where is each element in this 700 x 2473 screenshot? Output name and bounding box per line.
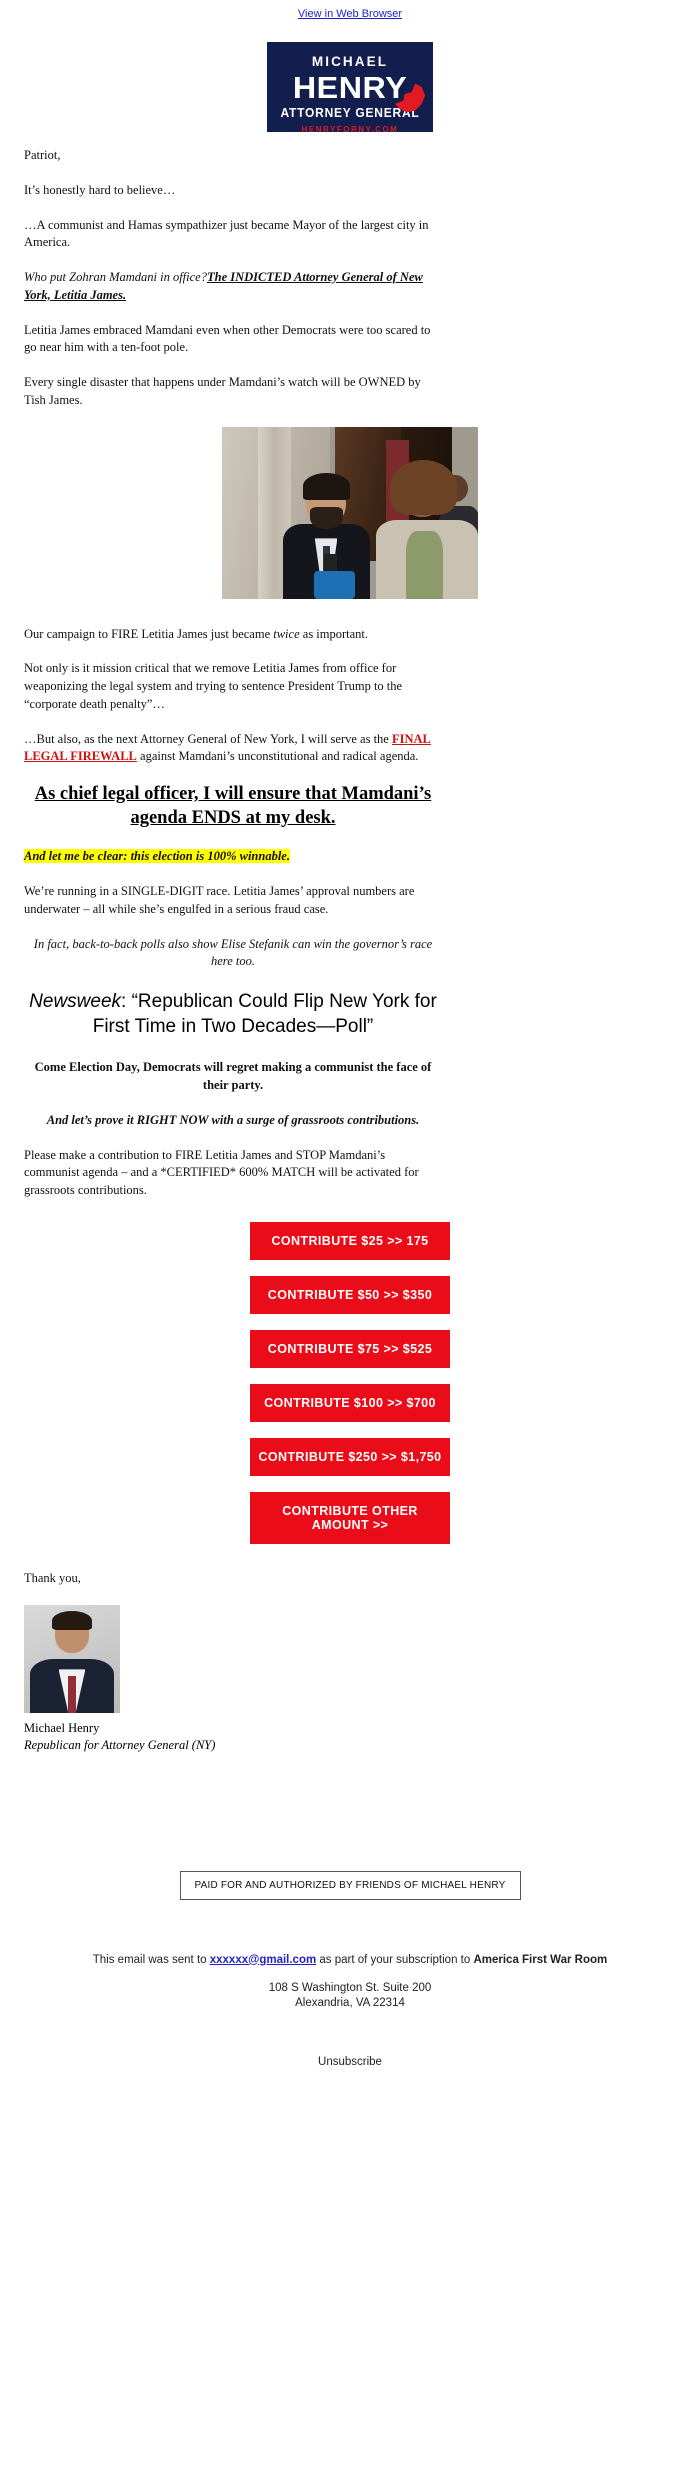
disclaimer-container: PAID FOR AND AUTHORIZED BY FRIENDS OF MI…	[0, 1870, 700, 1900]
paragraph-7: Not only is it mission critical that we …	[24, 661, 403, 711]
paragraph-1: It’s honestly hard to believe…	[24, 182, 176, 197]
contribute-button-50[interactable]: CONTRIBUTE $50 >> $350	[250, 1275, 450, 1314]
contribute-button-250[interactable]: CONTRIBUTE $250 >> $1,750	[250, 1437, 450, 1476]
salutation: Patriot,	[24, 148, 61, 162]
paragraph-3: Who put Zohran Mamdani in office?The IND…	[24, 269, 442, 305]
paragraph-10: In fact, back-to-back polls also show El…	[33, 936, 433, 969]
candidate-headshot	[24, 1604, 120, 1713]
newsweek-quote: : “Republican Could Flip New York for Fi…	[92, 991, 437, 1038]
paragraph-3-question: Who put Zohran Mamdani in office?	[24, 270, 207, 284]
subscription-line: This email was sent to xxxxxx@gmail.com …	[0, 1954, 700, 1966]
list-name: America First War Room	[473, 1953, 608, 1966]
highlight-text: And let me be clear: this election is 10…	[24, 849, 290, 864]
logo-first-name: MICHAEL	[311, 54, 389, 69]
mamdani-james-photo[interactable]	[222, 426, 478, 599]
paragraph-6: Our campaign to FIRE Letitia James just …	[24, 626, 442, 644]
paragraph-2: …A communist and Hamas sympathizer just …	[24, 217, 429, 250]
signature-title: Republican for Attorney General (NY)	[24, 1737, 216, 1752]
contribute-button-100[interactable]: CONTRIBUTE $100 >> $700	[250, 1383, 450, 1422]
campaign-logo[interactable]: MICHAEL HENRY ATTORNEY GENERAL HENRYFORN…	[267, 42, 433, 132]
photo-woman	[375, 459, 478, 599]
sent-to-middle: as part of your subscription to	[316, 1953, 474, 1966]
heading-agenda-ends: As chief legal officer, I will ensure th…	[34, 784, 432, 828]
new-york-state-icon	[394, 83, 426, 113]
photo-blue-object	[314, 570, 356, 599]
view-in-browser-link[interactable]: View in Web Browser	[297, 8, 403, 20]
headshot-tie	[68, 1675, 76, 1713]
sign-off-thanks: Thank you,	[24, 1570, 81, 1585]
contribution-buttons: CONTRIBUTE $25 >> 175 CONTRIBUTE $50 >> …	[0, 1221, 700, 1544]
paid-for-disclaimer: PAID FOR AND AUTHORIZED BY FRIENDS OF MI…	[179, 1870, 521, 1900]
paragraph-13: Please make a contribution to FIRE Letit…	[24, 1147, 419, 1198]
recipient-email-link[interactable]: xxxxxx@gmail.com	[209, 1953, 317, 1966]
email-body: Patriot, It’s honestly hard to believe… …	[24, 147, 442, 410]
logo-container: MICHAEL HENRY ATTORNEY GENERAL HENRYFORN…	[0, 28, 700, 147]
logo-role: ATTORNEY GENERAL	[280, 105, 420, 120]
photo-container	[0, 426, 700, 604]
unsubscribe-link[interactable]: Unsubscribe	[318, 2055, 382, 2068]
paragraph-6-pre: Our campaign to FIRE Letitia James just …	[24, 626, 274, 641]
contribute-button-75[interactable]: CONTRIBUTE $75 >> $525	[250, 1329, 450, 1368]
newsweek-source: Newsweek	[29, 991, 122, 1013]
photo-woman-top	[406, 530, 444, 599]
photo-woman-hair	[389, 459, 458, 515]
logo-last-name: HENRY	[292, 69, 408, 105]
paragraph-3-answer: The INDICTED Attorney General of New Yor…	[24, 270, 423, 302]
paragraph-12: And let’s prove it RIGHT NOW with a surg…	[46, 1112, 420, 1127]
headshot-hair	[51, 1610, 93, 1631]
photo-man-beard	[309, 507, 343, 529]
photo-man-hair	[302, 473, 350, 500]
email-body-continued: Our campaign to FIRE Letitia James just …	[24, 626, 442, 767]
signature-name: Michael Henry	[24, 1720, 100, 1735]
logo-website-url: HENRYFORNY.COM	[301, 125, 399, 133]
paragraph-9: We’re running in a SINGLE-DIGIT race. Le…	[24, 884, 415, 916]
paragraph-6-emphasis: twice	[273, 626, 300, 641]
email-footer: This email was sent to xxxxxx@gmail.com …	[0, 1954, 700, 2068]
paragraph-8: …But also, as the next Attorney General …	[24, 731, 442, 767]
sent-to-prefix: This email was sent to	[92, 1953, 210, 1966]
paragraph-8-firewall: FINAL LEGAL FIREWALL	[24, 731, 431, 764]
email-body-pitch: And let me be clear: this election is 10…	[24, 848, 442, 971]
address-line-2: Alexandria, VA 22314	[295, 1996, 405, 2009]
paragraph-4: Letitia James embraced Mamdani even when…	[24, 322, 431, 355]
address-line-1: 108 S Washington St. Suite 200	[268, 1981, 432, 1994]
paragraph-11: Come Election Day, Democrats will regret…	[34, 1060, 432, 1092]
signature-block: Thank you, Michael Henry Republican for …	[24, 1570, 700, 1753]
paragraph-8-post: against Mamdani’s unconstitutional and r…	[136, 749, 419, 764]
paragraph-8-pre: …But also, as the next Attorney General …	[24, 731, 392, 746]
contribute-button-25[interactable]: CONTRIBUTE $25 >> 175	[250, 1221, 450, 1260]
heading-newsweek-quote: Newsweek: “Republican Could Flip New Yor…	[24, 989, 442, 1039]
paragraph-6-post: as important.	[299, 626, 369, 641]
email-body-close: Come Election Day, Democrats will regret…	[24, 1059, 442, 1200]
highlight-line: And let me be clear: this election is 10…	[24, 848, 442, 866]
preheader: View in Web Browser	[0, 0, 700, 28]
contribute-button-other[interactable]: CONTRIBUTE OTHER AMOUNT >>	[250, 1491, 450, 1544]
paragraph-5: Every single disaster that happens under…	[24, 375, 421, 407]
